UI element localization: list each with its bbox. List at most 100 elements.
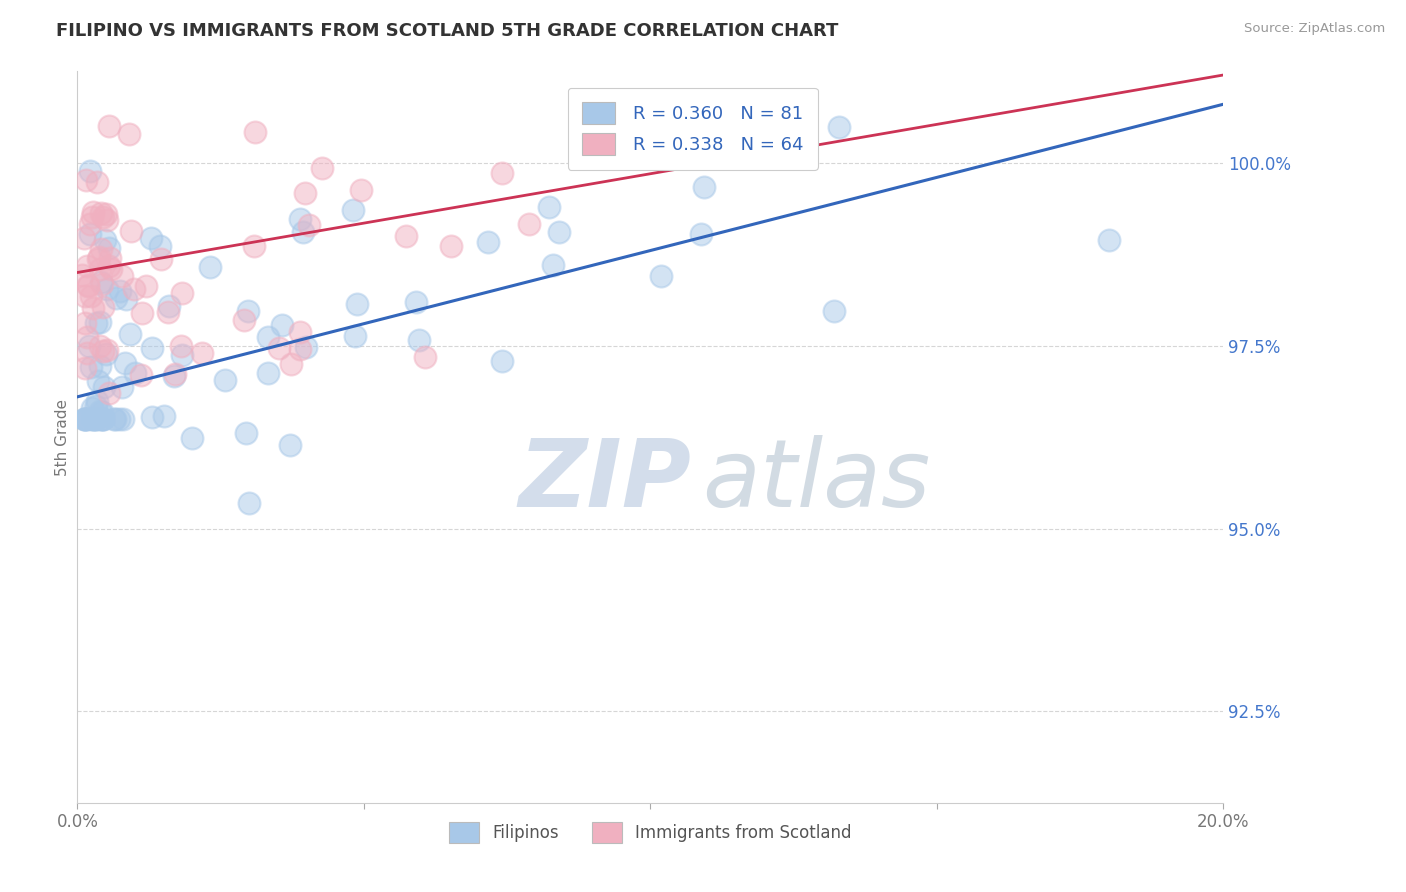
Point (257, 330, 280, 344)
Text: Source: ZipAtlas.com: Source: ZipAtlas.com (1244, 22, 1385, 36)
Point (83, 411, 105, 425)
Point (94, 233, 117, 247)
Point (200, 260, 222, 274)
Point (538, 200, 561, 214)
Point (75, 172, 97, 186)
Point (280, 438, 302, 452)
Point (165, 367, 187, 381)
Point (76, 259, 98, 273)
Point (181, 431, 204, 445)
Point (76, 411, 98, 425)
Point (547, 225, 569, 239)
Point (1098, 233, 1121, 247)
Point (439, 238, 461, 252)
Point (111, 411, 134, 425)
Point (86, 411, 108, 425)
Point (238, 496, 260, 510)
Point (93, 380, 115, 394)
Point (690, 227, 713, 242)
Point (90, 205, 112, 219)
Point (104, 291, 127, 305)
Point (823, 303, 845, 318)
Point (76, 330, 98, 344)
Point (89, 404, 111, 418)
Point (236, 304, 259, 318)
Point (84, 399, 107, 413)
Point (90, 411, 112, 425)
Point (280, 357, 302, 371)
Point (82, 205, 104, 219)
Point (413, 350, 436, 364)
Point (693, 179, 716, 194)
Point (350, 183, 373, 197)
Point (70, 268, 93, 283)
Point (103, 411, 125, 425)
Point (298, 218, 321, 232)
Point (149, 252, 172, 266)
Point (90, 276, 112, 290)
Point (235, 426, 257, 441)
Point (76, 346, 98, 360)
Point (96, 282, 118, 296)
Point (91, 210, 114, 224)
Point (157, 305, 180, 319)
Point (122, 282, 145, 296)
Point (271, 318, 294, 332)
Point (80, 289, 103, 303)
Point (98, 119, 121, 133)
Point (89, 315, 111, 329)
Point (75, 411, 97, 425)
Point (79, 360, 101, 375)
Point (86, 175, 108, 189)
Point (89, 339, 111, 353)
Point (257, 366, 280, 380)
Point (91, 277, 114, 291)
Point (75, 411, 97, 425)
Point (477, 235, 499, 250)
Point (89, 250, 111, 264)
Point (77, 278, 100, 293)
Point (163, 368, 186, 383)
Point (242, 239, 264, 253)
Point (291, 225, 314, 239)
Point (120, 223, 142, 237)
Point (311, 161, 333, 175)
Point (94, 346, 117, 360)
Point (82, 301, 104, 315)
Point (98, 385, 121, 400)
Point (149, 239, 172, 253)
Point (269, 341, 291, 355)
Point (124, 366, 146, 380)
Point (214, 373, 236, 387)
Point (100, 262, 122, 277)
Y-axis label: 5th Grade: 5th Grade (55, 399, 70, 475)
Point (114, 356, 136, 370)
Point (129, 368, 152, 382)
Point (115, 293, 138, 307)
Point (90, 242, 112, 256)
Point (84, 411, 107, 425)
Point (405, 294, 427, 309)
Point (87, 252, 110, 266)
Point (170, 339, 193, 353)
Point (77, 278, 100, 293)
Point (170, 348, 193, 362)
Point (79, 164, 101, 178)
Point (118, 127, 141, 141)
Point (91, 411, 114, 425)
Point (98, 252, 121, 266)
Point (104, 411, 127, 425)
Point (91, 411, 114, 425)
Point (131, 306, 153, 320)
Point (79, 217, 101, 231)
Point (82, 211, 104, 225)
Point (108, 285, 131, 299)
Point (80, 411, 103, 425)
Point (73, 360, 96, 375)
Point (650, 268, 672, 283)
Point (141, 341, 163, 355)
Point (491, 166, 513, 180)
Point (75, 316, 97, 330)
Point (91, 411, 114, 425)
Point (73, 411, 96, 425)
